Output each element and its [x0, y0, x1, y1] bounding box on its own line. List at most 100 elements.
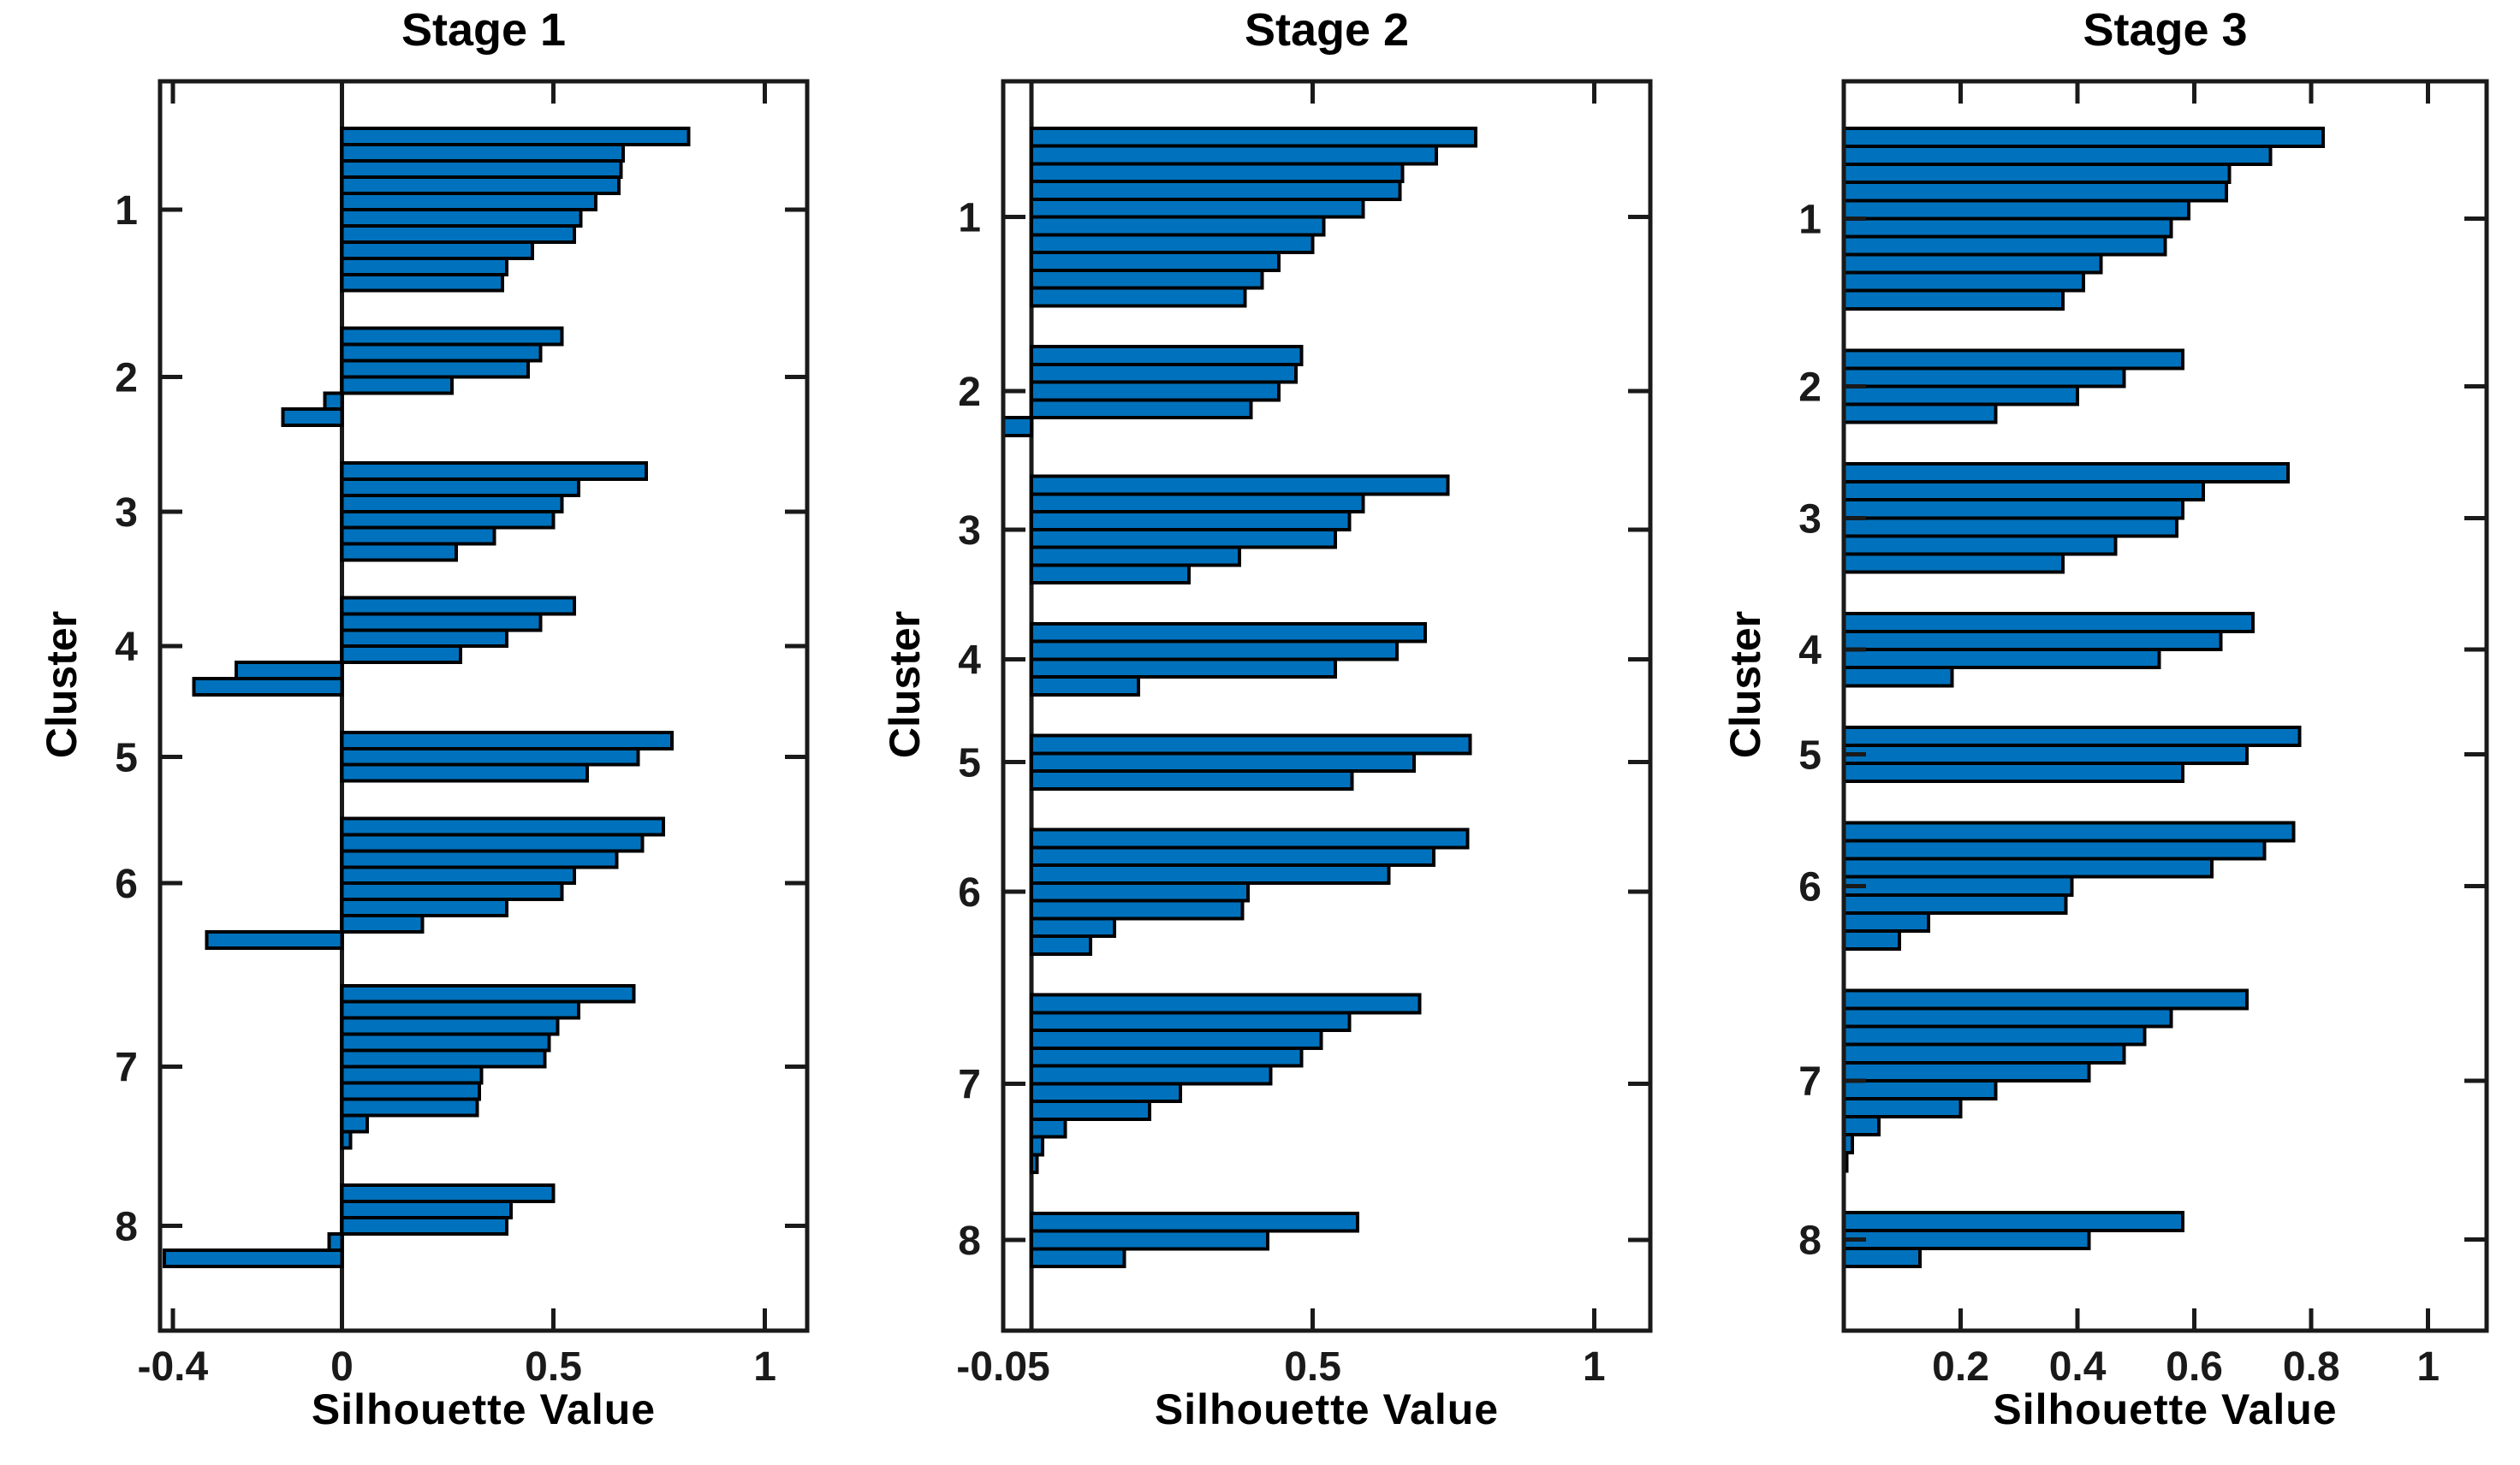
panel3-plot-area: 1 2 3 4 5 6 7 8 0.2 0.4 0.6 0.8 1	[1798, 79, 2489, 1390]
y-tick-label: 6	[1798, 864, 1822, 910]
silhouette-bar	[1842, 366, 2126, 388]
silhouette-bar	[340, 644, 462, 665]
silhouette-bar	[340, 509, 556, 530]
x-tick-label: 0	[330, 1344, 354, 1390]
silhouette-bar	[1842, 252, 2103, 275]
silhouette-bar	[340, 493, 564, 513]
silhouette-bar	[340, 1113, 370, 1134]
silhouette-bar	[340, 1216, 509, 1237]
silhouette-bar	[192, 677, 344, 697]
silhouette-bar	[1029, 215, 1326, 237]
silhouette-bar	[205, 930, 344, 951]
silhouette-bar	[1842, 875, 2074, 897]
silhouette-bar	[1842, 1024, 2147, 1047]
panel3-title: Stage 3	[2083, 4, 2248, 56]
axes-box	[1001, 79, 1653, 1333]
y-tick-label: 8	[958, 1219, 981, 1264]
silhouette-bar	[1842, 910, 1930, 933]
x-tick-label: -0.05	[956, 1344, 1049, 1390]
silhouette-bar	[1029, 527, 1337, 549]
silhouette-bar	[1842, 127, 2325, 149]
silhouette-bar	[1029, 233, 1315, 255]
y-tick-label: 1	[958, 196, 981, 241]
silhouette-bar	[340, 142, 626, 163]
silhouette-bar	[1029, 827, 1470, 850]
silhouette-bar	[1842, 630, 2223, 652]
silhouette-bar	[1029, 899, 1245, 921]
silhouette-bar	[1842, 821, 2296, 843]
silhouette-bar	[340, 477, 581, 497]
silhouette-bar	[340, 596, 577, 616]
silhouette-bar	[340, 1048, 547, 1069]
silhouette-bar	[1029, 863, 1391, 885]
silhouette-bar	[340, 342, 543, 363]
silhouette-bar	[1842, 480, 2205, 502]
silhouette-bar	[162, 1249, 344, 1268]
silhouette-bar	[1029, 751, 1416, 774]
silhouette-bar	[1029, 1029, 1323, 1050]
silhouette-bar	[1842, 725, 2302, 747]
panel1-plot-area: 1 2 3 4 5 6 7 8 -0.4 0 0.5 1	[115, 79, 810, 1390]
silhouette-bar	[1842, 181, 2229, 203]
silhouette-bar	[340, 612, 543, 632]
y-tick-label: 1	[115, 188, 138, 234]
silhouette-bar	[340, 460, 649, 481]
panel2-plot-area: 1 2 3 4 5 6 7 8 -0.05 0.5 1	[956, 79, 1653, 1390]
silhouette-bar	[1842, 384, 2080, 406]
y-tick-label: 5	[958, 741, 981, 786]
silhouette-bar	[1029, 144, 1439, 166]
silhouette-bar	[1029, 268, 1264, 290]
silhouette-bar	[234, 661, 344, 681]
x-tick-label: 0.2	[1932, 1344, 1989, 1390]
silhouette-bar	[1842, 1042, 2126, 1065]
silhouette-bar	[1029, 545, 1242, 567]
silhouette-bar	[1029, 1247, 1126, 1269]
silhouette-bar	[1842, 163, 2232, 185]
y-tick-label: 6	[958, 870, 981, 916]
silhouette-bar	[340, 833, 645, 853]
silhouette-bar	[340, 762, 590, 783]
y-tick-label: 2	[1798, 365, 1822, 410]
panel1-x-axis-label: Silhouette Value	[311, 1385, 657, 1433]
silhouette-bar	[340, 628, 509, 649]
silhouette-bar	[1842, 199, 2190, 221]
silhouette-bar	[1029, 563, 1191, 585]
silhouette-bar	[1029, 197, 1365, 219]
silhouette-bar	[1029, 398, 1253, 420]
panel2-x-axis-label: Silhouette Value	[1154, 1385, 1500, 1433]
silhouette-bar	[1842, 270, 2085, 293]
silhouette-bar	[340, 865, 577, 886]
silhouette-bar	[340, 746, 640, 767]
silhouette-bar	[1029, 1011, 1352, 1033]
silhouette-bar	[1842, 348, 2184, 371]
silhouette-bar	[340, 525, 496, 546]
silhouette-bar	[1029, 934, 1092, 956]
silhouette-bar	[1842, 402, 1998, 424]
silhouette-bar	[1029, 1082, 1183, 1104]
panel1-y-axis-label: Cluster	[38, 610, 86, 759]
silhouette-bar	[1029, 286, 1247, 308]
silhouette-bar	[1842, 988, 2250, 1011]
silhouette-bar	[1842, 234, 2167, 257]
silhouette-bar	[1842, 1060, 2091, 1082]
silhouette-bar	[1842, 1228, 2091, 1250]
silhouette-bar	[340, 881, 564, 902]
silhouette-bar	[1029, 1117, 1067, 1139]
x-tick-label: -0.4	[137, 1344, 208, 1390]
silhouette-bar	[1029, 1064, 1273, 1086]
silhouette-bar	[1842, 1210, 2184, 1232]
silhouette-bar	[1029, 993, 1422, 1015]
axes-box	[1841, 79, 2489, 1333]
x-tick-label: 1	[1583, 1344, 1606, 1390]
y-tick-label: 2	[115, 355, 138, 400]
silhouette-bar	[340, 256, 509, 276]
silhouette-bar	[340, 326, 564, 347]
silhouette-bar	[1029, 1211, 1360, 1233]
silhouette-bar	[1842, 743, 2250, 765]
silhouette-bar	[340, 1065, 484, 1085]
silhouette-bar	[340, 1130, 353, 1150]
silhouette-bar	[1029, 1100, 1151, 1121]
silhouette-bar	[1842, 462, 2290, 484]
silhouette-bar	[1029, 251, 1281, 272]
